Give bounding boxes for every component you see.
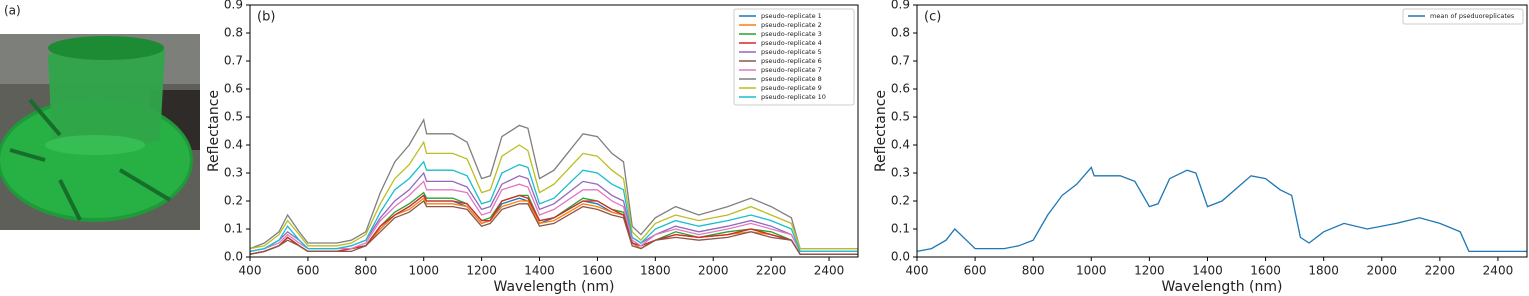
y-tick-label: 0.9 — [891, 0, 910, 12]
y-tick-label: 0.9 — [224, 0, 243, 12]
x-tick-label: 400 — [239, 264, 262, 278]
legend-label: pseudo-replicate 4 — [761, 39, 822, 47]
x-tick-label: 1600 — [582, 264, 613, 278]
plot-frame — [916, 4, 1528, 258]
x-tick-label: 1800 — [640, 264, 671, 278]
legend-label: pseudo-replicate 7 — [761, 66, 822, 74]
x-tick-label: 1000 — [1076, 264, 1107, 278]
x-tick-label: 2000 — [1366, 264, 1397, 278]
x-tick-label: 2400 — [814, 264, 845, 278]
y-tick-label: 0.5 — [891, 110, 910, 124]
series-line — [249, 200, 858, 255]
legend-label: pseudo-replicate 1 — [761, 12, 822, 20]
y-tick-label: 0.7 — [224, 54, 243, 68]
y-tick-label: 0.3 — [891, 166, 910, 180]
legend-box — [1402, 8, 1524, 25]
x-tick-label: 600 — [296, 264, 319, 278]
legend-label: pseudo-replicate 8 — [761, 75, 822, 83]
series-line — [249, 180, 858, 253]
y-tick-label: 0.4 — [891, 138, 910, 152]
x-tick-label: 1000 — [408, 264, 439, 278]
y-tick-label: 0.8 — [224, 26, 243, 40]
y-tick-label: 0.0 — [891, 250, 910, 264]
y-tick-label: 0.3 — [224, 166, 243, 180]
x-axis-label: Wavelength (nm) — [1162, 279, 1283, 295]
series-line — [249, 160, 858, 253]
y-tick-label: 0.7 — [891, 54, 910, 68]
series-line — [249, 140, 858, 250]
x-tick-label: 1200 — [466, 264, 497, 278]
x-tick-label: 600 — [964, 264, 987, 278]
y-tick-label: 0.6 — [891, 82, 910, 96]
series-line — [916, 166, 1527, 253]
series-line — [249, 197, 858, 255]
x-tick-label: 2200 — [1425, 264, 1456, 278]
y-tick-label: 0.4 — [224, 138, 243, 152]
x-tick-label: 2200 — [756, 264, 787, 278]
x-tick-label: 2400 — [1483, 264, 1514, 278]
series-line — [249, 117, 858, 250]
y-tick-label: 0.2 — [891, 194, 910, 208]
x-tick-label: 800 — [1022, 264, 1045, 278]
y-axis-label: Reflectance — [873, 90, 889, 172]
x-tick-label: 400 — [906, 264, 929, 278]
panel-label: (b) — [257, 10, 275, 25]
chart: 0.0 0.1 0.2 0.3 0.4 0.5 0.6 0.7 0.8 0.9 400 600 800 1… — [873, 0, 1528, 295]
panel-label: (c) — [924, 10, 941, 25]
y-axis-label: Reflectance — [206, 90, 222, 172]
legend-label: pseudo-replicate 10 — [761, 93, 826, 101]
x-tick-label: 1400 — [1192, 264, 1223, 278]
x-tick-label: 1400 — [524, 264, 555, 278]
x-tick-label: 2000 — [698, 264, 729, 278]
x-axis-label: Wavelength (nm) — [494, 279, 615, 295]
legend-label: mean of pseduoreplicates — [1430, 12, 1515, 20]
x-tick-label: 1600 — [1250, 264, 1281, 278]
panel-label: (a) — [4, 4, 21, 18]
y-tick-label: 0.5 — [224, 110, 243, 124]
y-tick-label: 0.8 — [891, 26, 910, 40]
x-tick-label: 1200 — [1134, 264, 1165, 278]
y-tick-label: 0.0 — [224, 250, 243, 264]
legend-box — [733, 8, 855, 106]
chart: 0.0 0.1 0.2 0.3 0.4 0.5 0.6 0.7 0.8 0.9 400 600 800 1… — [206, 0, 859, 295]
y-tick-label: 0.6 — [224, 82, 243, 96]
y-tick-label: 0.2 — [224, 194, 243, 208]
legend-label: pseudo-replicate 2 — [761, 21, 822, 29]
legend-label: pseudo-replicate 5 — [761, 48, 822, 56]
legend-label: pseudo-replicate 6 — [761, 57, 822, 65]
photo — [0, 34, 200, 230]
legend-label: pseudo-replicate 3 — [761, 30, 822, 38]
legend-label: pseudo-replicate 9 — [761, 84, 822, 92]
y-tick-label: 0.1 — [224, 222, 243, 236]
y-tick-label: 0.1 — [891, 222, 910, 236]
x-tick-label: 1800 — [1308, 264, 1339, 278]
plot-frame — [249, 4, 859, 258]
x-tick-label: 800 — [354, 264, 377, 278]
